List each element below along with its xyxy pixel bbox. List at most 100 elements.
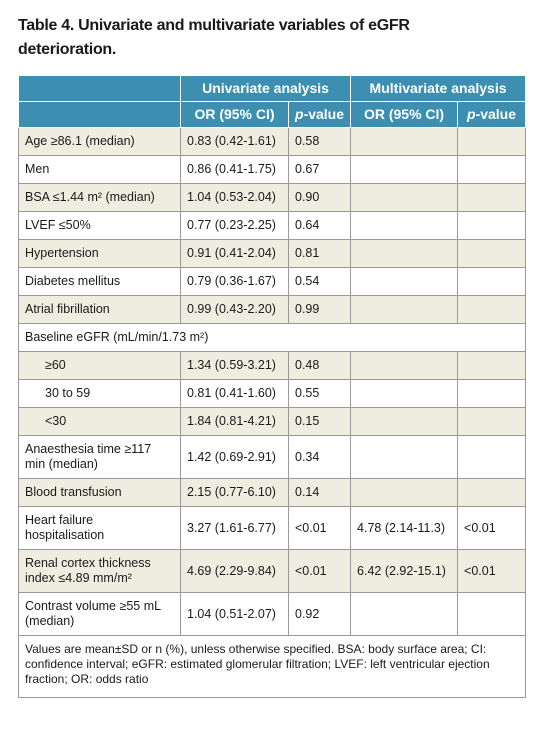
data-row: Age ≥86.1 (median) 0.83 (0.42-1.61) 0.58 — [18, 127, 527, 156]
data-cell: 4.69 (2.29-9.84) — [180, 549, 289, 593]
row-label: Age ≥86.1 (median) — [18, 127, 181, 156]
column-header: OR (95% CI) — [180, 101, 289, 128]
data-cell: 0.92 — [287, 592, 352, 636]
row-label: <30 — [18, 407, 181, 436]
data-cell: 0.90 — [287, 183, 352, 212]
data-row: BSA ≤1.44 m² (median) 1.04 (0.53-2.04) 0.9… — [18, 183, 527, 212]
group-label: Baseline eGFR (mL/min/1.73 m²) — [17, 323, 527, 352]
data-cell — [457, 592, 527, 636]
data-cell: 0.15 — [287, 407, 352, 436]
row-label: Heart failure hospitalisation — [18, 506, 181, 550]
data-cell — [350, 127, 459, 156]
row-label: Atrial fibrillation — [18, 295, 181, 324]
data-row: Renal cortex thickness index ≤4.89 mm/m²… — [18, 549, 527, 593]
data-row: Men 0.86 (0.41-1.75) 0.67 — [18, 155, 527, 184]
data-cell: 1.34 (0.59-3.21) — [180, 351, 289, 380]
data-cell — [457, 155, 527, 184]
row-label: ≥60 — [18, 351, 181, 380]
data-cell: 0.55 — [287, 379, 352, 408]
data-cell: <0.01 — [287, 549, 352, 593]
row-label: BSA ≤1.44 m² (median) — [18, 183, 181, 212]
data-cell — [350, 155, 459, 184]
results-table: Univariate analysis Multivariate analysis… — [17, 75, 527, 698]
row-label: Men — [18, 155, 181, 184]
data-cell: <0.01 — [457, 506, 527, 550]
row-label: Blood transfusion — [18, 478, 181, 507]
data-cell: 0.86 (0.41-1.75) — [180, 155, 289, 184]
row-label: Anaesthesia time ≥117 min (median) — [18, 435, 181, 479]
data-cell — [457, 211, 527, 240]
data-cell: 0.83 (0.42-1.61) — [180, 127, 289, 156]
data-cell: 0.81 — [287, 239, 352, 268]
data-row: Atrial fibrillation 0.99 (0.43-2.20) 0.99 — [18, 295, 527, 324]
data-cell: 0.79 (0.36-1.67) — [180, 267, 289, 296]
data-row: Hypertension 0.91 (0.41-2.04) 0.81 — [18, 239, 527, 268]
row-label: LVEF ≤50% — [18, 211, 181, 240]
data-cell — [457, 351, 527, 380]
data-cell: 0.99 (0.43-2.20) — [180, 295, 289, 324]
group-header: Multivariate analysis — [350, 75, 527, 102]
row-label: Contrast volume ≥55 mL (median) — [18, 592, 181, 636]
group-row: Baseline eGFR (mL/min/1.73 m²) — [17, 323, 527, 352]
data-cell — [350, 295, 459, 324]
data-cell: 6.42 (2.92-15.1) — [350, 549, 459, 593]
data-cell — [457, 478, 527, 507]
data-cell: 1.04 (0.53-2.04) — [180, 183, 289, 212]
data-cell: 2.15 (0.77-6.10) — [180, 478, 289, 507]
data-cell — [457, 435, 527, 479]
data-cell: 0.67 — [287, 155, 352, 184]
data-cell — [457, 127, 527, 156]
data-cell: <0.01 — [457, 549, 527, 593]
footnote-row: Values are mean±SD or n (%), unless othe… — [17, 635, 527, 698]
data-row: LVEF ≤50% 0.77 (0.23-2.25) 0.64 — [18, 211, 527, 240]
data-cell: 0.64 — [287, 211, 352, 240]
data-cell: 0.81 (0.41-1.60) — [180, 379, 289, 408]
data-cell: 0.54 — [287, 267, 352, 296]
data-row: Diabetes mellitus 0.79 (0.36-1.67) 0.54 — [18, 267, 527, 296]
data-cell: 4.78 (2.14-11.3) — [350, 506, 459, 550]
column-header: OR (95% CI) — [350, 101, 459, 128]
data-cell — [350, 267, 459, 296]
data-cell: <0.01 — [287, 506, 352, 550]
data-cell — [350, 592, 459, 636]
data-row: Heart failure hospitalisation 3.27 (1.61-… — [18, 506, 527, 550]
data-row: <30 1.84 (0.81-4.21) 0.15 — [18, 407, 527, 436]
column-header: p-value — [287, 101, 352, 128]
header-row: Univariate analysis Multivariate analysis — [18, 75, 527, 102]
data-cell — [350, 351, 459, 380]
data-cell: 1.42 (0.69-2.91) — [180, 435, 289, 479]
group-header: Univariate analysis — [179, 75, 352, 102]
header-cell — [18, 101, 181, 128]
data-cell — [350, 183, 459, 212]
data-cell: 0.91 (0.41-2.04) — [180, 239, 289, 268]
data-cell — [350, 379, 459, 408]
data-cell — [457, 295, 527, 324]
data-cell: 1.84 (0.81-4.21) — [180, 407, 289, 436]
data-cell: 3.27 (1.61-6.77) — [180, 506, 289, 550]
data-cell: 1.04 (0.51-2.07) — [180, 592, 289, 636]
row-label: Hypertension — [18, 239, 181, 268]
data-cell: 0.14 — [287, 478, 352, 507]
data-cell — [457, 267, 527, 296]
data-cell: 0.77 (0.23-2.25) — [180, 211, 289, 240]
data-row: 30 to 59 0.81 (0.41-1.60) 0.55 — [18, 379, 527, 408]
data-cell: 0.34 — [287, 435, 352, 479]
data-row: Contrast volume ≥55 mL (median) 1.04 (0.5… — [18, 592, 527, 636]
header-cell — [18, 75, 181, 102]
data-row: ≥60 1.34 (0.59-3.21) 0.48 — [18, 351, 527, 380]
data-cell — [350, 407, 459, 436]
data-cell — [350, 211, 459, 240]
data-cell — [457, 407, 527, 436]
data-row: Anaesthesia time ≥117 min (median) 1.42 (… — [18, 435, 527, 479]
column-header: p-value — [457, 101, 527, 128]
data-cell — [350, 478, 459, 507]
data-cell — [350, 435, 459, 479]
data-row: Blood transfusion 2.15 (0.77-6.10) 0.14 — [18, 478, 527, 507]
data-cell — [350, 239, 459, 268]
data-cell: 0.48 — [287, 351, 352, 380]
data-cell: 0.58 — [287, 127, 352, 156]
data-cell — [457, 379, 527, 408]
footnote: Values are mean±SD or n (%), unless othe… — [17, 635, 527, 698]
header-row: OR (95% CI) p-value OR (95% CI) p-value — [18, 101, 527, 128]
